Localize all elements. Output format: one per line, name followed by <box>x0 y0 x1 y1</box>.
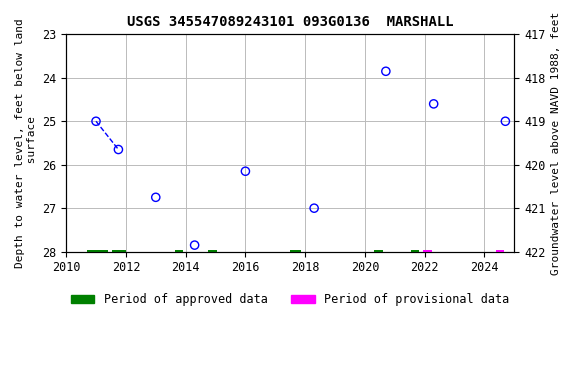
Y-axis label: Groundwater level above NAVD 1988, feet: Groundwater level above NAVD 1988, feet <box>551 12 561 275</box>
Bar <box>423 250 432 253</box>
Point <box>114 146 123 152</box>
Point <box>92 118 101 124</box>
Bar <box>374 250 383 253</box>
Point <box>190 242 199 248</box>
Bar <box>290 250 301 253</box>
Point <box>501 118 510 124</box>
Point <box>429 101 438 107</box>
Legend: Period of approved data, Period of provisional data: Period of approved data, Period of provi… <box>66 288 514 311</box>
Bar <box>87 250 108 253</box>
Point <box>151 194 160 200</box>
Bar <box>411 250 419 253</box>
Bar <box>112 250 126 253</box>
Bar <box>175 250 183 253</box>
Bar <box>208 250 217 253</box>
Point <box>241 168 250 174</box>
Bar <box>497 250 504 253</box>
Title: USGS 345547089243101 093G0136  MARSHALL: USGS 345547089243101 093G0136 MARSHALL <box>127 15 453 29</box>
Point <box>309 205 319 211</box>
Y-axis label: Depth to water level, feet below land
 surface: Depth to water level, feet below land su… <box>15 18 37 268</box>
Point <box>381 68 391 74</box>
